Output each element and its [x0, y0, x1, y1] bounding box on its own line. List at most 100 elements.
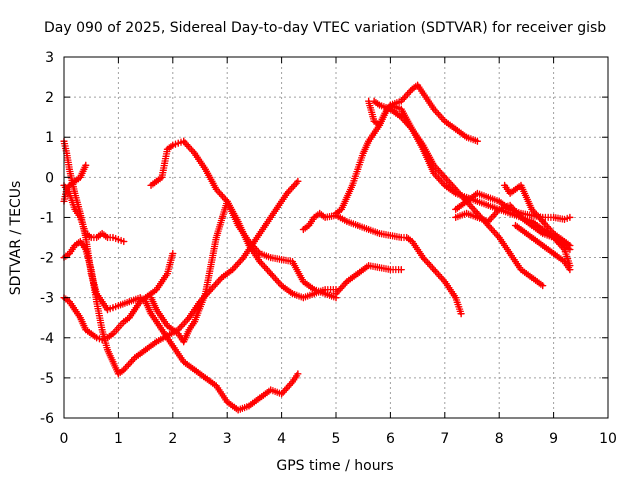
x-axis-label: GPS time / hours — [276, 458, 393, 474]
data-point — [77, 174, 84, 181]
x-tick-label: 9 — [549, 431, 558, 447]
data-point — [539, 242, 546, 249]
y-tick-label: -3 — [40, 291, 54, 307]
y-tick-label: -5 — [40, 371, 54, 387]
data-point — [186, 314, 193, 321]
data-point — [528, 234, 535, 241]
data-point — [115, 370, 122, 377]
data-point — [496, 198, 503, 205]
data-point — [528, 222, 535, 229]
data-point — [256, 250, 263, 257]
data-point — [485, 218, 492, 225]
data-point — [452, 190, 459, 197]
data-point — [365, 262, 372, 269]
data-point — [180, 138, 187, 145]
data-point — [93, 298, 100, 305]
data-point — [213, 234, 220, 241]
data-point — [365, 138, 372, 145]
data-point — [180, 338, 187, 345]
data-point — [202, 374, 209, 381]
data-point — [191, 366, 198, 373]
y-tick-label: 0 — [45, 170, 54, 186]
data-point — [300, 294, 307, 301]
data-point — [213, 382, 220, 389]
data-point — [474, 138, 481, 145]
data-point — [517, 266, 524, 273]
series-3 — [60, 137, 302, 414]
series-2 — [60, 161, 90, 206]
axis-ticks: 0 1 2 3 4 5 6 7 8 9 10 -6 -5 -4 -3 -2 -1 0 1 2 3 — [40, 50, 617, 447]
data-point — [376, 230, 383, 237]
data-point — [501, 182, 508, 189]
data-point — [93, 334, 100, 341]
data-point — [496, 234, 503, 241]
data-point — [131, 354, 138, 361]
data-point — [262, 222, 269, 229]
data-point — [99, 326, 106, 333]
data-point — [104, 306, 111, 313]
data-point — [507, 250, 514, 257]
data-point — [109, 330, 116, 337]
data-point — [175, 140, 182, 147]
series-16 — [511, 221, 574, 274]
data-point — [333, 210, 339, 217]
data-point — [153, 286, 160, 293]
data-point — [169, 326, 176, 333]
y-tick-label: 3 — [45, 50, 54, 66]
data-point — [104, 346, 111, 353]
data-point — [99, 336, 106, 343]
data-point — [474, 190, 481, 197]
series-4 — [60, 177, 302, 378]
data-point — [343, 194, 350, 201]
data-point — [120, 366, 127, 373]
x-tick-label: 3 — [223, 431, 232, 447]
data-point — [148, 310, 155, 317]
data-point — [115, 324, 122, 331]
data-point — [66, 298, 73, 305]
data-point — [137, 298, 144, 305]
data-point — [273, 206, 280, 213]
series-8 — [299, 209, 465, 318]
data-point — [153, 338, 160, 345]
y-tick-label: 1 — [45, 130, 54, 146]
data-point — [164, 146, 171, 153]
series-9 — [332, 261, 405, 298]
y-axis-label: SDTVAR / TECUs — [8, 181, 24, 296]
data-point — [376, 102, 383, 109]
series-5 — [60, 249, 177, 344]
data-point — [354, 222, 361, 229]
data-point — [430, 266, 437, 273]
data-point — [512, 222, 519, 229]
data-point — [398, 98, 405, 105]
data-point — [452, 126, 459, 133]
data-point — [93, 234, 100, 241]
data-point — [267, 270, 274, 277]
data-point — [245, 402, 252, 409]
y-tick-label: -1 — [40, 210, 54, 226]
data-point — [77, 210, 84, 217]
series-6 — [147, 137, 340, 302]
data-point — [420, 146, 427, 153]
data-point — [284, 190, 291, 197]
data-point — [109, 304, 116, 311]
data-point — [322, 214, 329, 221]
series-markers — [299, 209, 465, 318]
data-point — [458, 310, 465, 317]
data-point — [452, 294, 459, 301]
data-point — [300, 278, 307, 285]
data-point — [430, 106, 437, 113]
data-point — [191, 318, 198, 325]
data-point — [99, 230, 106, 237]
data-point — [550, 250, 557, 257]
data-point — [278, 282, 285, 289]
data-point — [566, 214, 573, 221]
y-tick-label: 2 — [45, 90, 54, 106]
data-point — [409, 126, 416, 133]
data-point — [256, 258, 263, 265]
data-point — [63, 150, 70, 157]
data-point — [267, 254, 274, 261]
data-point — [539, 230, 546, 237]
data-point — [71, 306, 78, 313]
data-point — [507, 202, 514, 209]
